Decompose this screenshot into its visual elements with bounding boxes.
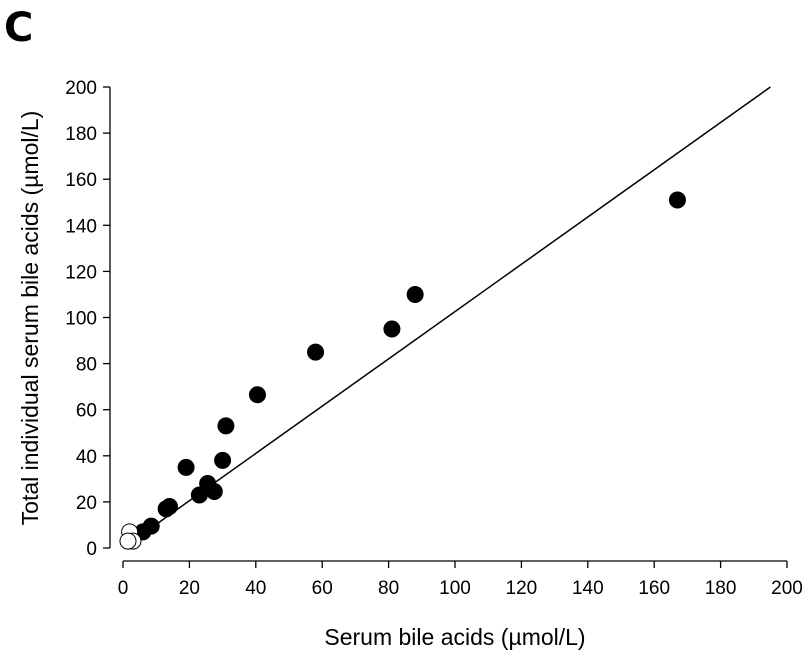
y-tick-label: 60 <box>76 401 97 422</box>
y-tick-label: 140 <box>65 216 97 237</box>
x-tick-label: 60 <box>312 578 333 599</box>
filled-data-point <box>142 517 160 535</box>
x-tick-label: 160 <box>638 578 670 599</box>
x-ticks: 0 20 40 60 80 100 120 140 160 180 200 <box>118 561 803 599</box>
x-tick-label: 180 <box>705 578 737 599</box>
y-axis-title: Total individual serum bile acids (µmol/… <box>17 111 43 526</box>
x-tick-label: 140 <box>572 578 604 599</box>
y-tick-label: 160 <box>65 170 97 191</box>
x-tick-label: 120 <box>506 578 538 599</box>
y-tick-label: 0 <box>86 539 97 560</box>
filled-data-point <box>307 343 325 361</box>
x-axis-title: Serum bile acids (µmol/L) <box>324 624 585 650</box>
y-tick-label: 180 <box>65 124 97 145</box>
filled-data-point <box>668 191 686 209</box>
filled-data-point <box>205 483 223 501</box>
filled-data-point <box>177 458 195 476</box>
x-tick-label: 200 <box>771 578 803 599</box>
x-tick-label: 0 <box>118 578 129 599</box>
y-tick-label: 100 <box>65 309 97 330</box>
y-tick-label: 120 <box>65 262 97 283</box>
data-points <box>119 191 686 550</box>
y-tick-label: 20 <box>76 493 97 514</box>
identity-line <box>122 86 771 549</box>
filled-data-point <box>214 451 232 469</box>
x-tick-label: 100 <box>439 578 471 599</box>
filled-data-point <box>406 285 424 303</box>
y-ticks: 0 20 40 60 80 100 120 140 160 180 200 <box>65 78 110 560</box>
open-data-point <box>119 532 137 550</box>
y-tick-label: 80 <box>76 355 97 376</box>
x-tick-label: 40 <box>245 578 266 599</box>
x-tick-label: 80 <box>378 578 399 599</box>
filled-data-point <box>217 417 235 435</box>
panel-label: C <box>4 5 33 51</box>
filled-data-point <box>248 386 266 404</box>
y-tick-label: 40 <box>76 447 97 468</box>
y-tick-label: 200 <box>65 78 97 99</box>
filled-data-point <box>383 320 401 338</box>
x-tick-label: 20 <box>179 578 200 599</box>
filled-data-point <box>160 498 178 516</box>
